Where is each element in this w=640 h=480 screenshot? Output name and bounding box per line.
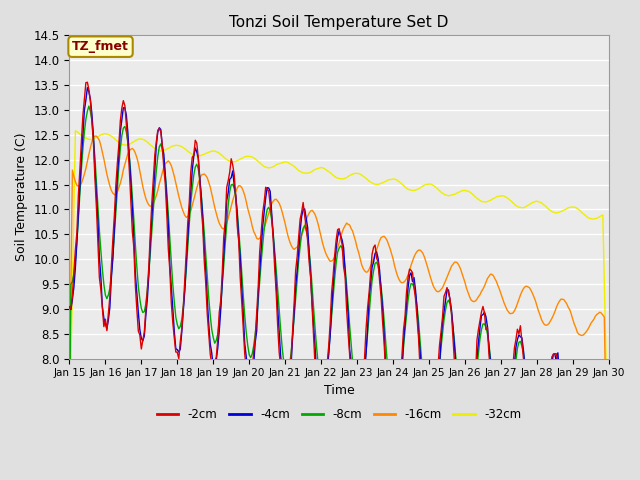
- -8cm: [65, 439, 73, 445]
- -32cm: [302, 170, 310, 176]
- -4cm: [65, 304, 73, 310]
- -16cm: [133, 155, 141, 160]
- -8cm: [227, 182, 235, 188]
- -32cm: [65, 440, 73, 445]
- -4cm: [227, 175, 235, 180]
- -8cm: [575, 476, 582, 480]
- -2cm: [254, 284, 262, 290]
- -4cm: [254, 291, 262, 297]
- -8cm: [254, 299, 262, 304]
- -8cm: [302, 228, 310, 233]
- -32cm: [604, 414, 611, 420]
- Line: -4cm: -4cm: [69, 88, 607, 480]
- -2cm: [302, 224, 310, 229]
- Line: -8cm: -8cm: [69, 106, 607, 480]
- -4cm: [302, 216, 310, 221]
- Text: TZ_fmet: TZ_fmet: [72, 40, 129, 53]
- X-axis label: Time: Time: [324, 384, 355, 397]
- -2cm: [133, 306, 141, 312]
- -8cm: [245, 352, 253, 358]
- -32cm: [575, 207, 582, 213]
- Line: -2cm: -2cm: [69, 82, 607, 480]
- -4cm: [245, 376, 253, 382]
- -16cm: [227, 204, 235, 209]
- -32cm: [227, 159, 235, 165]
- -2cm: [65, 304, 73, 310]
- -4cm: [133, 290, 141, 296]
- -32cm: [254, 158, 262, 164]
- -32cm: [72, 128, 79, 133]
- -32cm: [245, 154, 253, 159]
- -16cm: [302, 217, 310, 223]
- -16cm: [245, 211, 253, 217]
- Line: -16cm: -16cm: [69, 136, 607, 480]
- -16cm: [93, 133, 100, 139]
- -2cm: [245, 381, 253, 387]
- -16cm: [254, 236, 262, 242]
- -2cm: [575, 471, 582, 477]
- -2cm: [227, 156, 235, 162]
- Y-axis label: Soil Temperature (C): Soil Temperature (C): [15, 133, 28, 261]
- -8cm: [133, 264, 141, 270]
- Title: Tonzi Soil Temperature Set D: Tonzi Soil Temperature Set D: [229, 15, 449, 30]
- Legend: -2cm, -4cm, -8cm, -16cm, -32cm: -2cm, -4cm, -8cm, -16cm, -32cm: [152, 403, 526, 426]
- -8cm: [85, 103, 93, 109]
- -2cm: [84, 79, 92, 85]
- Line: -32cm: -32cm: [69, 131, 607, 443]
- -32cm: [133, 137, 141, 143]
- -16cm: [65, 397, 73, 403]
- -4cm: [84, 85, 92, 91]
- -16cm: [575, 331, 582, 337]
